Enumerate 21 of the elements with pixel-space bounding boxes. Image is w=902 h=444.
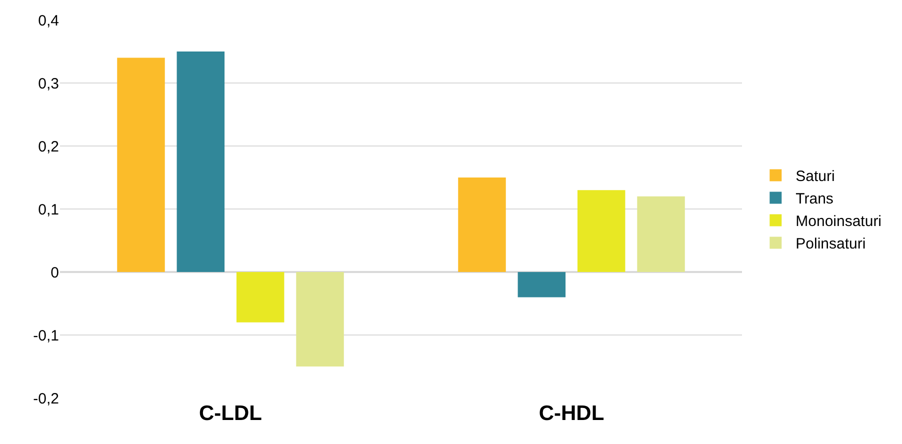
- x-tick-label: C-HDL: [538, 402, 604, 425]
- y-tick-label: 0,2: [38, 138, 59, 156]
- legend-label: Saturi: [796, 168, 835, 186]
- bar: [176, 52, 225, 272]
- bar: [296, 272, 344, 366]
- y-tick-label: 0,3: [38, 75, 59, 92]
- bar: [117, 58, 165, 272]
- legend-label: Monoinsaturi: [796, 213, 882, 230]
- bar: [458, 178, 506, 272]
- legend-label: Trans: [796, 190, 834, 208]
- bar: [518, 272, 566, 298]
- bar: [236, 272, 284, 322]
- y-tick-label: 0: [50, 264, 59, 282]
- y-tick-label: -0,2: [33, 390, 59, 408]
- bar: [637, 196, 685, 272]
- y-tick-label: 0,4: [38, 12, 59, 30]
- bar: [577, 190, 626, 272]
- legend-label: Polinsaturi: [796, 236, 866, 253]
- y-tick-label: -0,1: [33, 327, 59, 344]
- x-tick-label: C-LDL: [199, 402, 262, 425]
- y-tick-label: 0,1: [38, 201, 59, 218]
